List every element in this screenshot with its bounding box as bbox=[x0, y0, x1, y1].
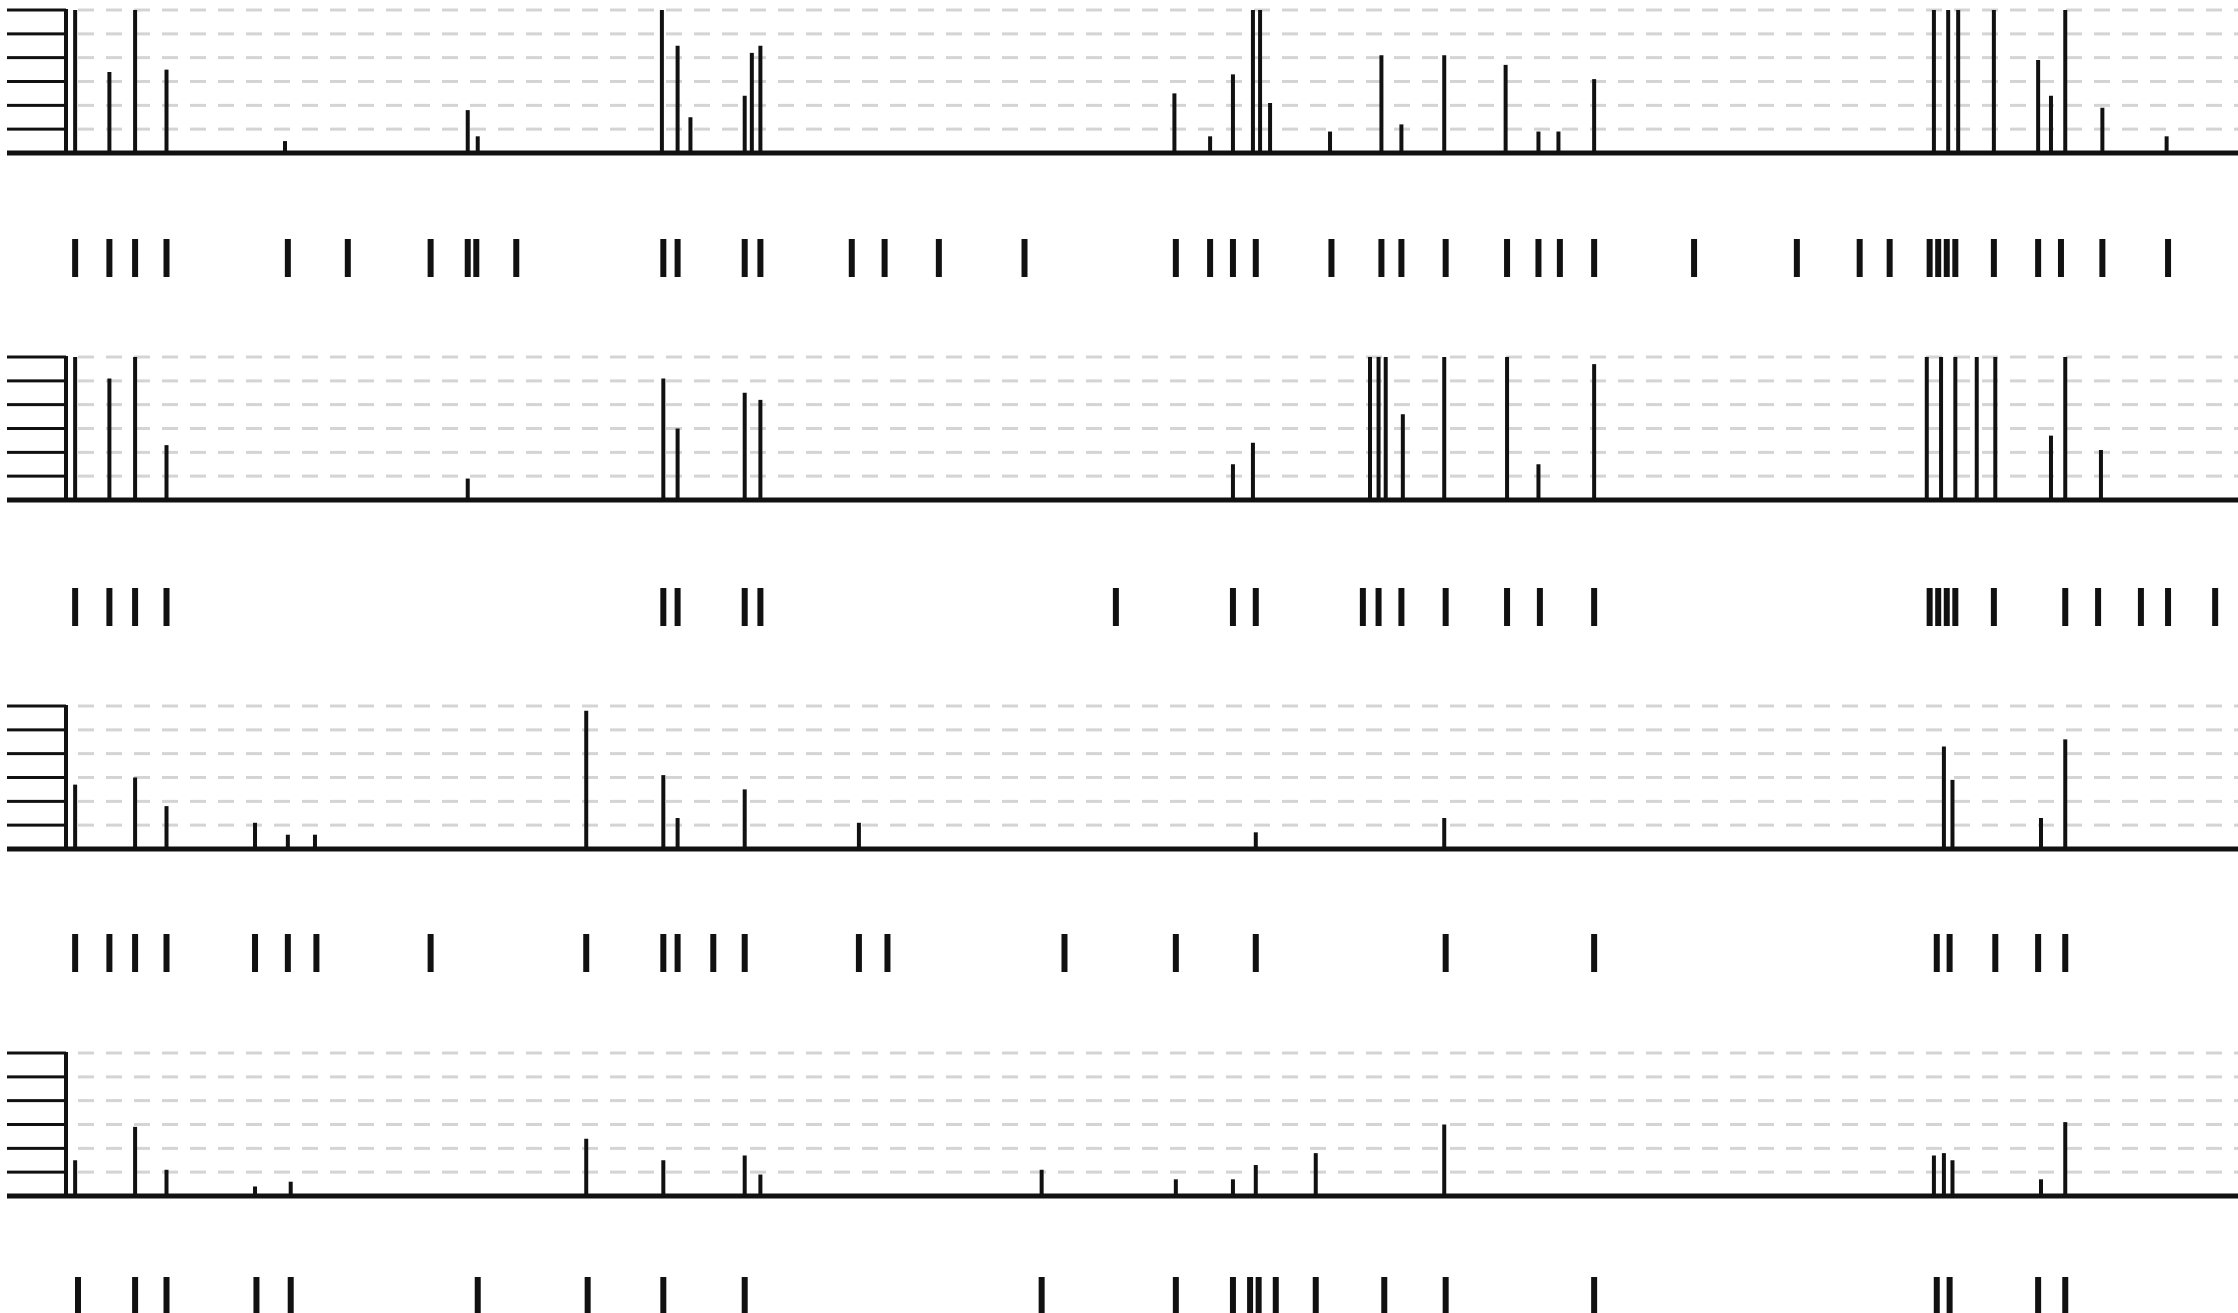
figure bbox=[7, 8, 2238, 1313]
page: {"chart_data": [ {"type": "spike", "colo… bbox=[7, 8, 2238, 1313]
